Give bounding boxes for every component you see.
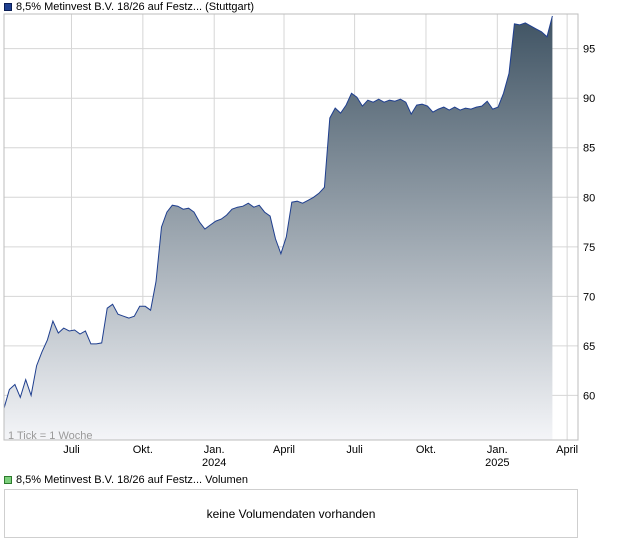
y-tick-label: 80: [583, 192, 595, 204]
price-legend: 8,5% Metinvest B.V. 18/26 auf Festz... (…: [4, 0, 254, 14]
x-tick-label: April: [273, 444, 295, 456]
y-tick-label: 70: [583, 291, 595, 303]
y-tick-label: 65: [583, 341, 595, 353]
x-tick-label: Jan.: [204, 444, 225, 456]
volume-panel: keine Volumendaten vorhanden: [4, 489, 578, 538]
tick-note: 1 Tick = 1 Woche: [8, 430, 92, 442]
price-series-swatch: [4, 3, 12, 11]
x-tick-label: Juli: [346, 444, 363, 456]
price-legend-label: 8,5% Metinvest B.V. 18/26 auf Festz... (…: [16, 1, 255, 13]
y-tick-label: 75: [583, 242, 595, 254]
x-tick-label: Okt.: [416, 444, 436, 456]
x-tick-label: Juli: [63, 444, 80, 456]
y-tick-label: 90: [583, 93, 595, 105]
plot-border: [3, 13, 579, 441]
x-tick-label: Okt.: [133, 444, 153, 456]
volume-empty-message: keine Volumendaten vorhanden: [206, 506, 376, 521]
x-tick-label: April: [556, 444, 578, 456]
volume-legend-label: 8,5% Metinvest B.V. 18/26 auf Festz... V…: [16, 474, 248, 486]
volume-series-swatch: [4, 476, 12, 484]
price-line: [3, 15, 553, 409]
x-year-label: 2025: [485, 457, 509, 469]
x-tick-label: Jan.: [487, 444, 508, 456]
y-tick-label: 60: [583, 390, 595, 402]
x-year-label: 2024: [202, 457, 226, 469]
y-axis: 60 65 70 75 80 85 90 95: [583, 44, 595, 403]
volume-legend: 8,5% Metinvest B.V. 18/26 auf Festz... V…: [4, 473, 248, 487]
y-tick-label: 85: [583, 143, 595, 155]
price-area: [4, 16, 553, 440]
y-tick-label: 95: [583, 44, 595, 56]
